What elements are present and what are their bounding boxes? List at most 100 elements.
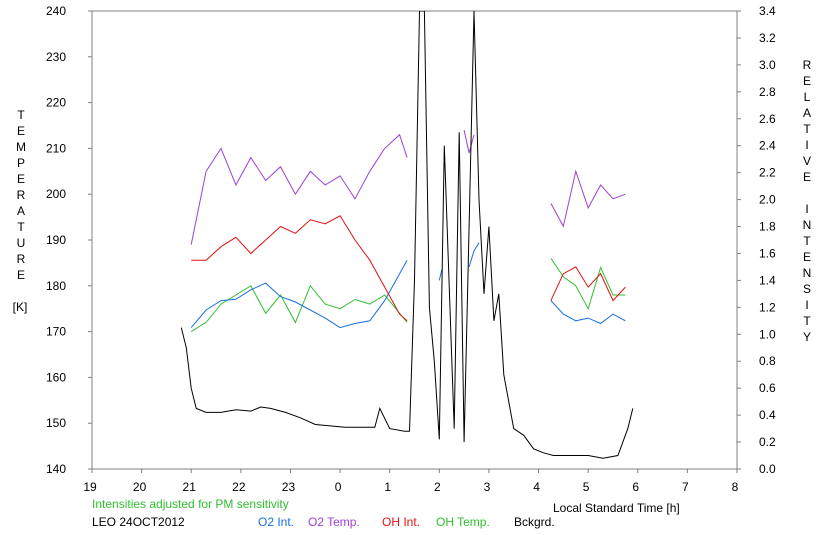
series-line-oh-int (191, 215, 408, 322)
x-tick-label: 22 (232, 480, 246, 494)
x-tick-label: 4 (533, 480, 540, 494)
right-tick-label: 1.2 (759, 300, 776, 314)
right-tick-label: 0.4 (759, 408, 776, 422)
left-tick-label: 170 (46, 325, 66, 339)
axis-label-letter: E (16, 124, 25, 138)
right-tick-label: 1.8 (759, 220, 776, 234)
left-tick-label: 190 (46, 233, 66, 247)
series-line-oh-temp (190, 284, 408, 333)
x-tick-label: 23 (282, 480, 296, 494)
axis-label-letter: N (802, 266, 812, 280)
axis-label-letter: V (802, 154, 811, 168)
series-line-o2-int (438, 269, 443, 281)
right-tick-label: 3.4 (759, 4, 776, 18)
axis-label-letter: Y (802, 330, 811, 344)
series-line-o2-temp (463, 129, 475, 154)
x-tick-label: 20 (133, 480, 147, 494)
site-date: LEO 24OCT2012 (92, 515, 185, 529)
series-line-o2-int (190, 259, 408, 329)
x-tick-label: 5 (583, 480, 590, 494)
right-tick-label: 0.8 (759, 354, 776, 368)
axis-label-letter: E (802, 74, 811, 88)
right-tick-label: 0.6 (759, 381, 776, 395)
right-tick-label: 2.6 (759, 112, 776, 126)
right-tick-label: 1.4 (759, 273, 776, 287)
right-tick-label: 3.0 (759, 58, 776, 72)
axis-label-letter: I (805, 202, 809, 216)
series-line-oh-temp (550, 258, 626, 310)
legend-bckgrd: Bckgrd. (514, 515, 555, 529)
right-tick-label: 1.6 (759, 246, 776, 260)
axis-label-letter: E (16, 268, 25, 282)
right-tick-label: 0.0 (759, 462, 776, 476)
left-tick-label: 180 (46, 279, 66, 293)
x-tick-label: 0 (335, 480, 342, 494)
right-tick-label: 1.0 (759, 327, 776, 341)
series-line-bckgrd (180, 11, 634, 459)
legend-o2-int: O2 Int. (258, 515, 294, 529)
axis-label-letter: L (803, 90, 811, 104)
left-tick-label: 230 (46, 50, 66, 64)
axis-label-letter: T (803, 234, 811, 248)
axis-label-letter: T (803, 314, 811, 328)
x-axis-label: Local Standard Time [h] (553, 501, 680, 515)
axis-label-letter: E (802, 170, 811, 184)
axis-label-letter: R (802, 58, 812, 72)
x-tick-label: 8 (732, 480, 739, 494)
axis-label-letter: N (802, 218, 812, 232)
x-tick-label: 6 (632, 480, 639, 494)
axis-label-letter: M (16, 140, 26, 154)
axis-label-letter (800, 186, 814, 202)
axis-label-letter: E (16, 172, 25, 186)
legend-o2-temp: O2 Temp. (308, 515, 360, 529)
x-tick-label: 2 (434, 480, 441, 494)
x-tick-label: 19 (83, 480, 97, 494)
axis-label-letter: I (805, 298, 809, 312)
axis-label-letter: S (802, 282, 811, 296)
left-tick-label: 240 (46, 4, 66, 18)
right-tick-label: 2.4 (759, 139, 776, 153)
right-tick-label: 2.2 (759, 166, 776, 180)
series-line-o2-int (468, 242, 480, 268)
axis-label-letter: T (17, 220, 25, 234)
x-tick-label: 3 (484, 480, 491, 494)
axis-label-letter: E (802, 250, 811, 264)
x-tick-label: 7 (682, 480, 689, 494)
axis-label-letter: T (17, 108, 25, 122)
axis-label-letter: A (802, 106, 811, 120)
x-axis: 19 20 21 22 23 0 1 2 3 4 5 6 7 8 (83, 469, 739, 494)
right-tick-label: 0.2 (759, 435, 776, 449)
series-line-o2-temp (550, 169, 626, 228)
right-tick-label: 2.0 (759, 193, 776, 207)
axis-label-letter: A (16, 204, 25, 218)
left-axis: 240 230 220 210 200 190 180 170 160 150 140 (46, 4, 92, 476)
axis-label-letter: R (16, 188, 26, 202)
series-layer (180, 11, 634, 459)
x-tick-label: 1 (384, 480, 391, 494)
right-tick-label: 3.2 (759, 31, 776, 45)
axis-label-letter: I (805, 138, 809, 152)
left-tick-label: 210 (46, 141, 66, 155)
left-tick-label: 140 (46, 462, 66, 476)
right-axis: 3.4 3.2 3.0 2.8 2.6 2.4 2.2 2.0 1.8 1.6 1.4 1.2 1.0 0… (737, 4, 776, 476)
left-tick-label: 150 (46, 416, 66, 430)
left-tick-label: 220 (46, 96, 66, 110)
legend-oh-int: OH Int. (382, 515, 420, 529)
series-line-oh-int (550, 266, 626, 302)
left-axis-unit: [K] (12, 300, 28, 314)
note-text: Intensities adjusted for PM sensitivity (92, 497, 289, 511)
left-tick-label: 200 (46, 187, 66, 201)
right-tick-label: 2.8 (759, 85, 776, 99)
plot-frame (91, 10, 738, 470)
axis-label-letter: R (16, 252, 26, 266)
series-line-o2-temp (190, 133, 408, 245)
axis-label-letter: T (803, 122, 811, 136)
axis-label-letter: U (16, 236, 26, 250)
axis-label-letter: P (16, 156, 25, 170)
legend-oh-temp: OH Temp. (436, 515, 490, 529)
series-line-o2-int (550, 300, 626, 325)
left-tick-label: 160 (46, 370, 66, 384)
